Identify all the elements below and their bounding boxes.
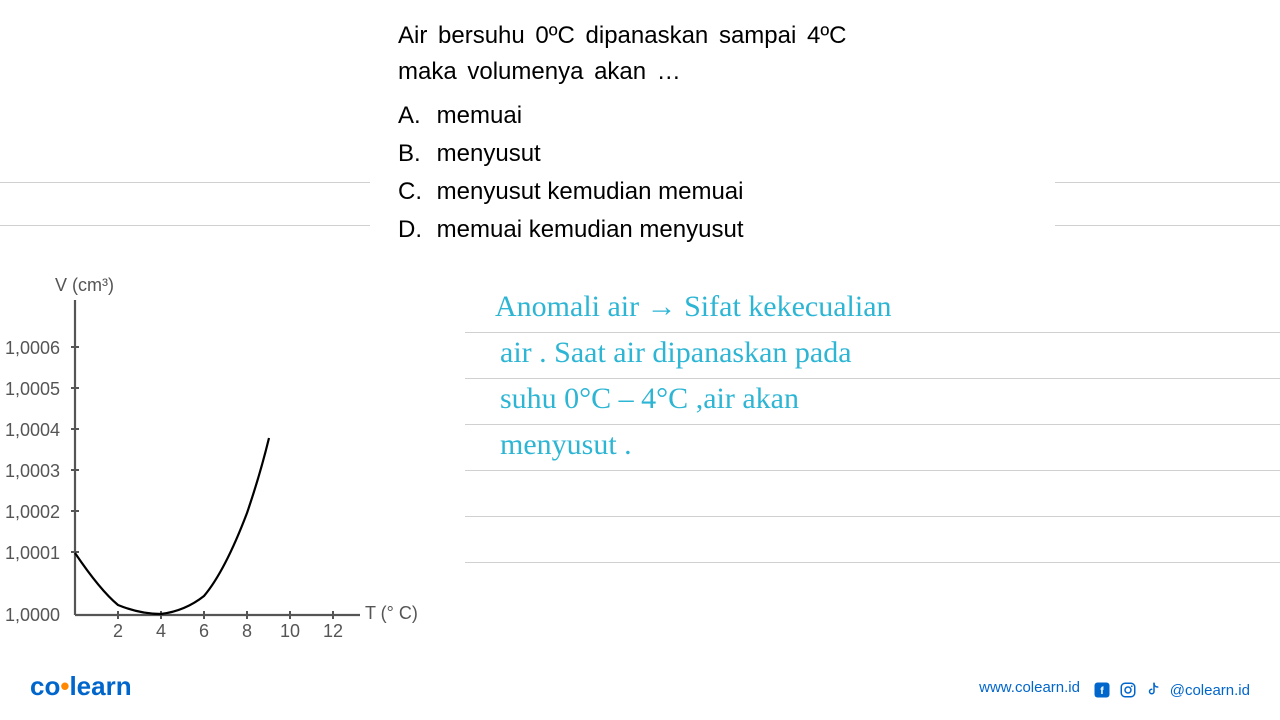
- y-tick-label: 1,0004: [0, 420, 60, 441]
- x-axis-label: T (° C): [365, 603, 418, 624]
- y-tick-label: 1,0001: [0, 543, 60, 564]
- y-tick-label: 1,0006: [0, 338, 60, 359]
- ruled-line: [0, 182, 370, 183]
- logo: co•learn: [30, 671, 132, 702]
- x-tick-label: 2: [103, 621, 133, 642]
- anomaly-chart: V (cm³) 1,0006 1,0005 1,0004 1,0003 1,00…: [5, 275, 420, 645]
- y-tick-label: 1,0000: [0, 605, 60, 626]
- social-links: f @colearn.id: [1092, 680, 1250, 700]
- x-tick-label: 8: [232, 621, 262, 642]
- y-tick-label: 1,0003: [0, 461, 60, 482]
- option-label: B.: [398, 136, 430, 172]
- y-tick-label: 1,0002: [0, 502, 60, 523]
- handwriting-line-2: air . Saat air dipanaskan pada: [500, 331, 852, 375]
- option-a: A. memuai: [398, 98, 1098, 134]
- logo-learn: learn: [69, 671, 131, 701]
- question-line-2: maka volumenya akan …: [398, 54, 1098, 90]
- x-tick-label: 10: [275, 621, 305, 642]
- option-b: B. menyusut: [398, 136, 1098, 172]
- option-label: C.: [398, 174, 430, 210]
- handwriting-line-3: suhu 0°C – 4°C ,air akan: [500, 377, 799, 421]
- y-tick-label: 1,0005: [0, 379, 60, 400]
- option-text: menyusut kemudian memuai: [437, 178, 744, 205]
- question-line-1: Air bersuhu 0ºC dipanaskan sampai 4ºC: [398, 18, 1098, 54]
- x-tick-label: 6: [189, 621, 219, 642]
- ruled-line: [465, 562, 1280, 563]
- question-block: Air bersuhu 0ºC dipanaskan sampai 4ºC ma…: [398, 18, 1098, 248]
- instagram-icon[interactable]: [1118, 680, 1138, 700]
- chart-svg: [5, 275, 420, 645]
- ruled-line: [0, 225, 370, 226]
- logo-co: co: [30, 671, 60, 701]
- handwriting-line-4: menyusut .: [500, 423, 632, 467]
- option-c: C. menyusut kemudian memuai: [398, 174, 1098, 210]
- options-list: A. memuai B. menyusut C. menyusut kemudi…: [398, 98, 1098, 248]
- option-text: memuai kemudian menyusut: [437, 216, 744, 243]
- x-tick-label: 12: [318, 621, 348, 642]
- option-d: D. memuai kemudian menyusut: [398, 212, 1098, 248]
- option-label: D.: [398, 212, 430, 248]
- facebook-icon[interactable]: f: [1092, 680, 1112, 700]
- ruled-line: [465, 470, 1280, 471]
- option-text: menyusut: [437, 140, 541, 167]
- ruled-line: [465, 516, 1280, 517]
- handwriting-line-1: Anomali air → Sifat kekecualian: [495, 285, 892, 329]
- footer-url[interactable]: www.colearn.id: [979, 679, 1080, 696]
- social-handle[interactable]: @colearn.id: [1170, 682, 1250, 699]
- x-tick-label: 4: [146, 621, 176, 642]
- option-label: A.: [398, 98, 430, 134]
- svg-text:f: f: [1100, 685, 1104, 697]
- option-text: memuai: [437, 102, 522, 129]
- tiktok-icon[interactable]: [1144, 680, 1164, 700]
